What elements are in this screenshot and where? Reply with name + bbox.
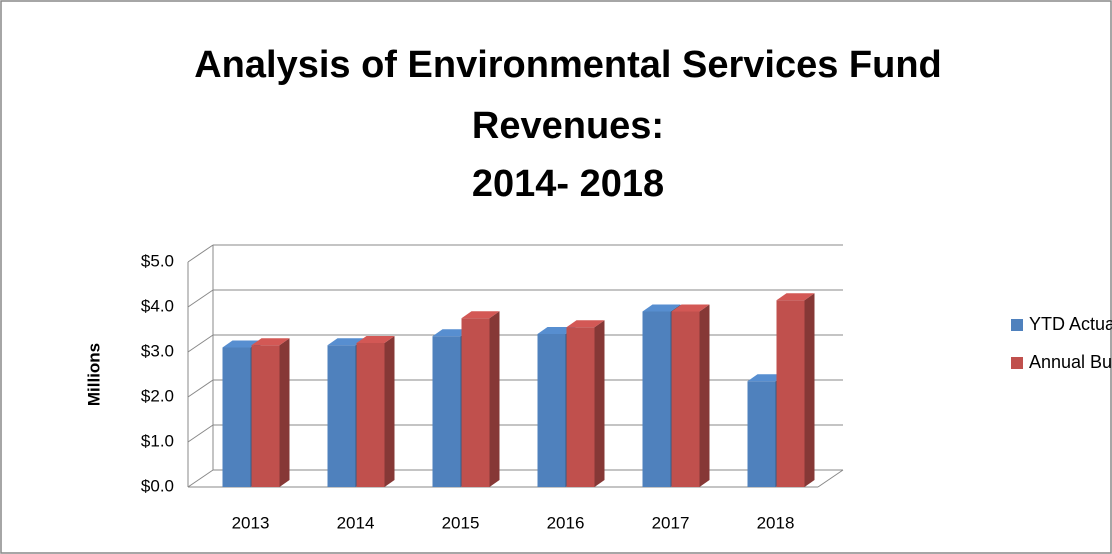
- bar-top: [642, 304, 681, 312]
- x-tick-label: 2015: [442, 513, 480, 532]
- bar: [327, 345, 356, 487]
- legend-label: YTD Actual: [1029, 314, 1112, 334]
- legend-label: Annual Budget: [1029, 352, 1112, 372]
- bar: [356, 343, 385, 487]
- bar-top: [461, 311, 500, 319]
- floor-edge: [817, 469, 844, 488]
- bar: [461, 318, 490, 487]
- bar-top: [537, 327, 576, 334]
- bar: [642, 311, 671, 487]
- grid-line: [187, 424, 214, 443]
- chart-title: Analysis of Environmental Services Fund: [194, 44, 942, 86]
- x-tick-label: 2018: [757, 513, 795, 532]
- y-tick-label: $4.0: [141, 296, 174, 315]
- bar-side: [804, 293, 815, 487]
- x-tick-label: 2013: [232, 513, 270, 532]
- x-tick-label: 2016: [547, 513, 585, 532]
- bar-top: [327, 338, 366, 346]
- bar-side: [279, 338, 290, 487]
- bar: [432, 336, 461, 487]
- bar: [537, 334, 566, 487]
- y-axis-label: Millions: [84, 343, 103, 406]
- bar-top: [566, 320, 605, 328]
- y-tick-label: $0.0: [141, 476, 174, 495]
- bar-side: [594, 320, 605, 487]
- y-tick-label: $5.0: [141, 251, 174, 270]
- chart-title: Revenues:: [472, 105, 664, 147]
- grid-line: [187, 244, 214, 263]
- x-tick-label: 2014: [337, 513, 375, 532]
- grid-line: [187, 379, 214, 398]
- bar-side: [489, 311, 500, 487]
- x-tick-label: 2017: [652, 513, 690, 532]
- bar-top: [222, 340, 261, 348]
- legend-swatch: [1011, 319, 1023, 331]
- bar: [222, 347, 251, 487]
- grid-line: [187, 289, 214, 308]
- bar-top: [671, 304, 710, 312]
- grid-line: [187, 469, 214, 488]
- bar: [251, 345, 280, 487]
- bar-top: [432, 329, 471, 337]
- grid-line: [187, 334, 214, 353]
- legend-swatch: [1011, 357, 1023, 369]
- y-tick-label: $2.0: [141, 386, 174, 405]
- bar: [566, 327, 595, 487]
- bar-top: [251, 338, 290, 346]
- y-tick-label: $1.0: [141, 431, 174, 450]
- bar-top: [356, 336, 395, 343]
- bar-side: [384, 336, 395, 487]
- bar-top: [776, 293, 815, 301]
- y-tick-label: $3.0: [141, 341, 174, 360]
- chart-title: 2014- 2018: [472, 163, 664, 205]
- bar-side: [699, 304, 710, 487]
- bar-top: [747, 374, 786, 382]
- bar: [671, 311, 700, 487]
- bar: [776, 300, 805, 487]
- bar: [747, 381, 776, 487]
